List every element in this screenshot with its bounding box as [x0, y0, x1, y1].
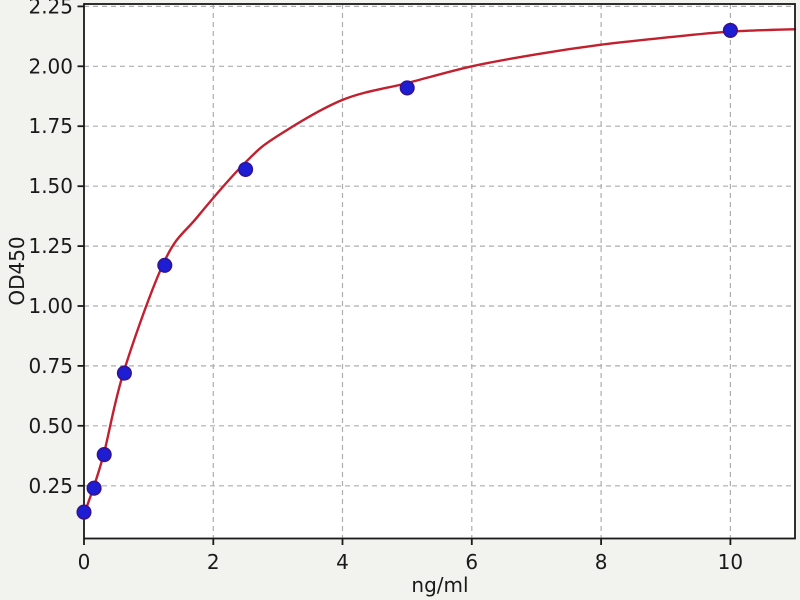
data-point — [116, 365, 132, 381]
y-tick-label: 2.25 — [28, 0, 73, 18]
x-tick-label: 8 — [595, 550, 608, 574]
x-tick-label: 6 — [465, 550, 478, 574]
tick-labels: 0 2 4 6 8 10 0.25 0.50 0.75 1.00 1.25 1.50 1.75 2.00 2… — [28, 0, 743, 574]
data-point — [399, 80, 415, 96]
axis-ticks — [77, 5, 732, 545]
y-tick-label: 1.00 — [28, 294, 73, 318]
x-tick-label: 0 — [78, 550, 91, 574]
x-tick-label: 10 — [718, 550, 743, 574]
plot-area — [84, 4, 795, 539]
data-point — [238, 161, 254, 177]
y-tick-label: 1.25 — [28, 234, 73, 258]
data-point — [722, 22, 738, 38]
y-tick-label: 1.75 — [28, 114, 73, 138]
x-tick-label: 2 — [207, 550, 220, 574]
x-axis-label: ng/ml — [411, 573, 468, 597]
x-tick-label: 4 — [336, 550, 349, 574]
fit-curve — [82, 28, 797, 516]
data-point — [86, 480, 102, 496]
y-tick-label: 0.50 — [28, 414, 73, 438]
y-tick-label: 2.00 — [28, 54, 73, 78]
y-tick-label: 0.25 — [28, 474, 73, 498]
y-tick-label: 1.50 — [28, 174, 73, 198]
data-point — [157, 257, 173, 273]
fit-curve-path — [82, 28, 797, 516]
plot-border — [83, 3, 796, 540]
data-points — [76, 22, 738, 520]
gridlines — [84, 4, 795, 539]
y-axis-label: OD450 — [5, 236, 29, 305]
data-point — [76, 504, 92, 520]
data-point — [96, 447, 112, 463]
y-tick-label: 0.75 — [28, 354, 73, 378]
